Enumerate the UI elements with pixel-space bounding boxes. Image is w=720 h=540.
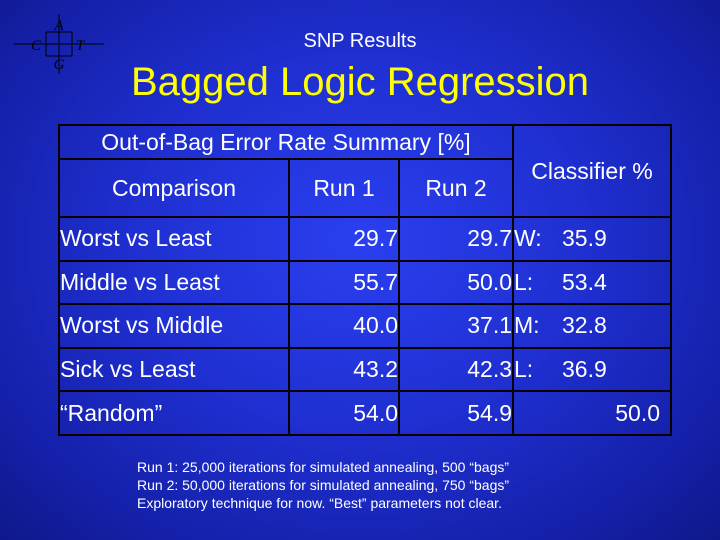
classifier-label: L: [514,356,534,383]
classifier-value: 36.9 [562,356,607,383]
table-row: Worst vs Least 29.7 29.7 W: 35.9 [58,216,672,262]
classifier-value: 35.9 [562,225,607,252]
classifier-value: 32.8 [562,312,607,339]
error-rate-table: Out-of-Bag Error Rate Summary [%] Classi… [58,124,672,436]
table-row: Middle vs Least 55.7 50.0 L: 53.4 [58,259,672,306]
table-column-header-row: Comparison Run 1 Run 2 [58,158,671,218]
classifier-cell: 50.0 [512,390,672,436]
comparison-cell: Worst vs Middle [58,303,290,349]
footnote-run2: Run 2: 50,000 iterations for simulated a… [137,477,510,493]
classifier-label: M: [514,312,540,339]
run1-cell: 55.7 [288,259,400,306]
run2-cell: 42.3 [398,346,514,393]
logo-letter-c: C [31,38,42,54]
table-row: Worst vs Middle 40.0 37.1 M: 32.8 [58,303,672,349]
comparison-cell: Sick vs Least [58,346,290,393]
page-subtitle: SNP Results [303,30,417,52]
classifier-cell: L: 36.9 [512,346,672,393]
page-title: Bagged Logic Regression [130,60,590,104]
run1-cell: 40.0 [288,303,400,349]
classifier-label: L: [514,268,534,295]
table-caption: Out-of-Bag Error Rate Summary [%] [58,124,514,160]
table-row: “Random” 54.0 54.9 50.0 [58,390,672,436]
run1-cell: 29.7 [288,216,400,262]
classifier-cell: W: 35.9 [512,216,672,262]
logo-letter-t: T [76,38,86,54]
run1-cell: 43.2 [288,346,400,393]
logo: A C T G [14,14,104,74]
footnotes: Run 1: 25,000 iterations for simulated a… [137,458,509,512]
column-header-run2: Run 2 [398,158,514,218]
classifier-value: 53.4 [562,268,607,295]
run1-cell: 54.0 [288,390,400,436]
classifier-value: 50.0 [615,399,660,426]
logo-letter-a: A [53,18,64,34]
classifier-header: Classifier % [512,124,672,218]
footnote-run1: Run 1: 25,000 iterations for simulated a… [137,459,510,475]
comparison-cell: “Random” [58,390,290,436]
comparison-cell: Worst vs Least [58,216,290,262]
run2-cell: 50.0 [398,259,514,306]
footnote-exploratory: Exploratory technique for now. “Best” pa… [137,495,502,511]
classifier-label: W: [514,225,542,252]
column-header-comparison: Comparison [58,158,290,218]
logo-graphic: A C T G [14,14,104,74]
logo-letter-g: G [54,57,65,73]
run2-cell: 37.1 [398,303,514,349]
run2-cell: 29.7 [398,216,514,262]
comparison-cell: Middle vs Least [58,259,290,306]
classifier-cell: L: 53.4 [512,259,672,306]
run2-cell: 54.9 [398,390,514,436]
table-header-row: Out-of-Bag Error Rate Summary [%] Classi… [58,124,672,218]
column-header-run1: Run 1 [288,158,400,218]
classifier-cell: M: 32.8 [512,303,672,349]
table-row: Sick vs Least 43.2 42.3 L: 36.9 [58,346,672,393]
